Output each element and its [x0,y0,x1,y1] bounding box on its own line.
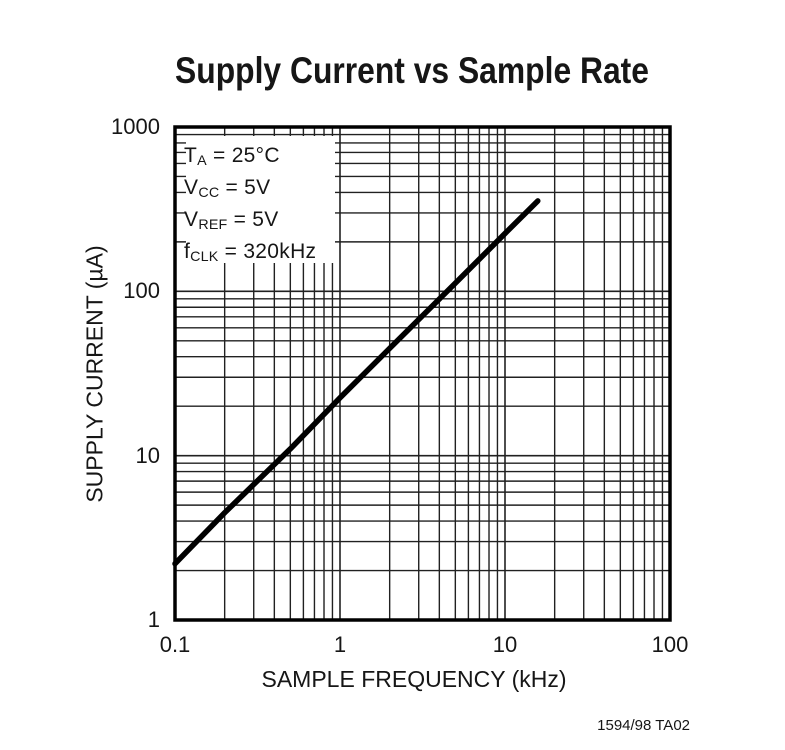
supply-current-line [172,198,541,567]
x-tick-label: 100 [651,632,689,657]
chart-title: Supply Current vs Sample Rate [175,50,649,91]
condition-line: VCC = 5V [184,176,271,202]
y-tick-label: 10 [135,442,160,468]
x-axis-label: SAMPLE FREQUENCY (kHz) [261,666,567,692]
test-conditions-annotation: TA = 25°C VCC = 5V VREF = 5V fCLK = 320kHz [184,141,316,269]
y-tick-label: 1 [147,607,160,632]
y-axis-label: SUPPLY CURRENT (µA) [81,245,108,503]
x-tick-label: 1 [333,632,347,657]
figure-code: 1594/98 TA02 [597,717,690,734]
y-tick-label: 1000 [111,114,160,139]
plot-border [173,125,672,622]
x-tick-label: 0.1 [159,632,191,657]
x-tick-label: 10 [492,632,518,657]
y-tick-label: 100 [123,278,160,304]
condition-line: TA = 25°C [184,144,280,170]
condition-line: fCLK = 320kHz [184,240,317,266]
condition-line: VREF = 5V [184,208,279,234]
annotation-box-background [186,136,335,263]
